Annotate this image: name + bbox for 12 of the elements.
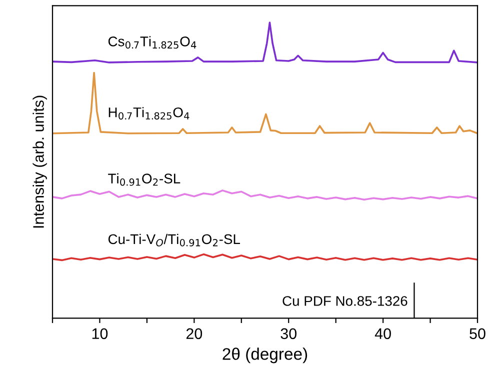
series-label: Cu-Ti-V$_{O}$/Ti$_{0.91}$O$_{2}$-SL <box>108 234 240 246</box>
x-axis-title: 2θ (degree) <box>222 348 308 364</box>
series-label: Ti$_{0.91}$O$_{2}$-SL <box>108 173 180 186</box>
x-tick-label: 10 <box>92 328 108 340</box>
x-tick-label: 50 <box>470 328 486 340</box>
y-axis-title: Intensity (arb. units) <box>32 96 47 228</box>
x-tick-label: 40 <box>374 328 391 340</box>
series-label: Cu PDF No.85-1326 <box>282 296 408 306</box>
series-label: H$_{0.7}$Ti$_{1.825}$O$_{4}$ <box>108 107 190 120</box>
series-label: Cs$_{0.7}$Ti$_{1.825}$O$_{4}$ <box>108 36 196 49</box>
x-tick-label: 30 <box>280 328 297 340</box>
x-tick-label: 20 <box>186 328 202 340</box>
